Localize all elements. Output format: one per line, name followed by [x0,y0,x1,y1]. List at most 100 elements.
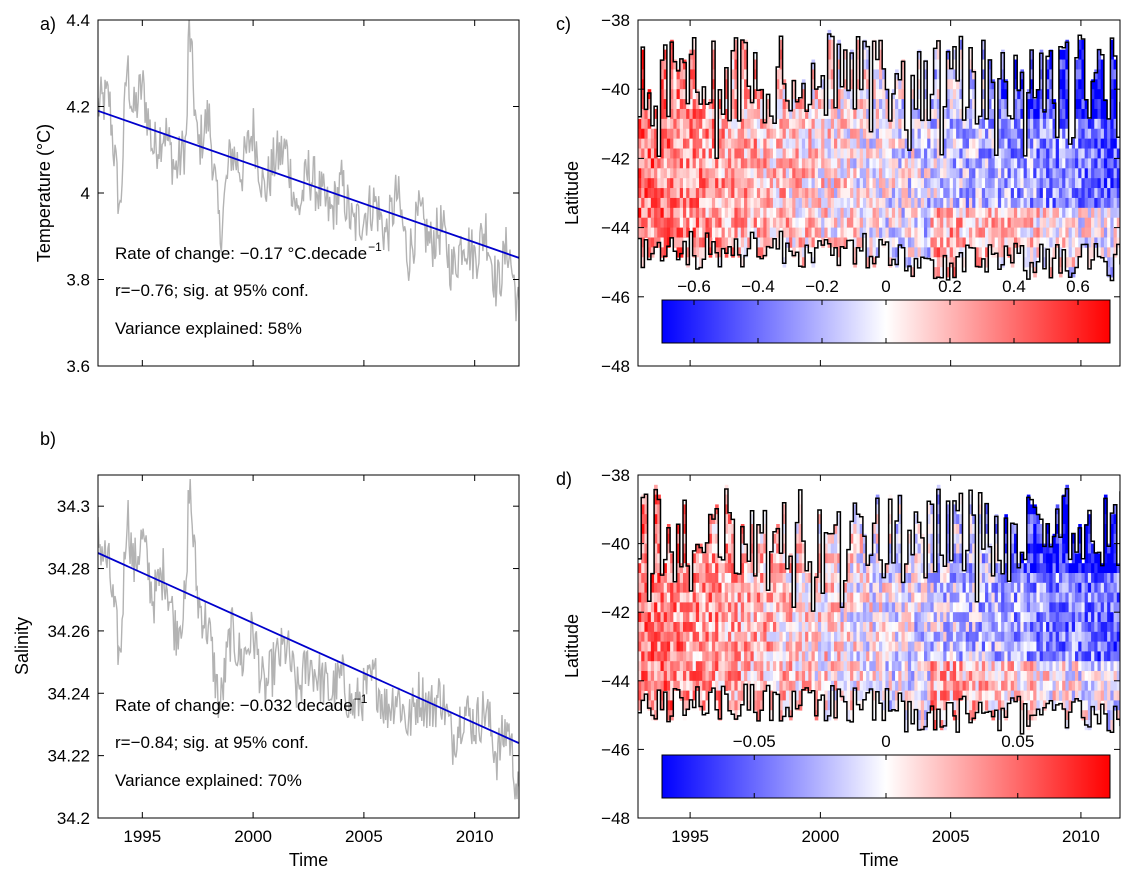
heatmap-cell [663,89,668,100]
heatmap-cell [917,79,922,90]
heatmap-cell [1100,69,1105,80]
heatmap-cell [923,661,928,672]
heatmap-cell [789,710,793,721]
heatmap-cell [769,168,774,179]
heatmap-cell [997,178,1002,189]
heatmap-cell [965,631,970,642]
heatmap-cell [673,128,677,140]
heatmap-cell [1058,148,1063,159]
heatmap-cell [1013,641,1018,652]
heatmap-cell [965,680,970,691]
heatmap-cell [1020,671,1024,682]
heatmap-cell [763,661,767,672]
heatmap-cell [679,227,684,238]
heatmap-cell [647,148,652,159]
heatmap-cell [682,128,687,140]
heatmap-cell [1033,524,1037,535]
heatmap-cell [872,553,877,564]
heatmap-cell [991,207,996,219]
heatmap-cell [747,138,751,149]
heatmap-cell [907,197,912,209]
heatmap-cell [727,661,732,672]
heatmap-cell [715,651,719,662]
heatmap-cell [782,543,787,554]
heatmap-cell [1046,237,1050,248]
heatmap-cell [1062,148,1066,159]
heatmap-cell [943,641,947,652]
heatmap-cell [785,99,790,110]
heatmap-cell [988,89,992,100]
heatmap-cell [1010,563,1015,574]
heatmap-cell [879,59,883,70]
heatmap-cell [1046,59,1050,70]
heatmap-cell [882,592,886,603]
heatmap-cell [760,612,764,623]
heatmap-cell [1116,227,1120,238]
heatmap-cell [740,592,745,603]
heatmap-cell [853,612,857,623]
heatmap-cell [975,690,980,701]
heatmap-cell [660,188,665,199]
heatmap-cell [676,543,681,554]
heatmap-cell [885,592,890,603]
heatmap-cell [930,573,935,584]
heatmap-cell [917,592,922,603]
heatmap-cell [660,582,665,593]
heatmap-cell [946,533,951,544]
heatmap-cell [753,49,758,60]
heatmap-cell [1097,247,1102,258]
heatmap-cell [911,217,915,228]
heatmap-cell [699,197,703,209]
heatmap-cell [997,582,1002,593]
heatmap-cell [654,188,658,199]
heatmap-cell [1113,197,1118,209]
heatmap-cell [952,504,957,515]
heatmap-cell [654,217,658,228]
heatmap-cell [756,553,761,564]
heatmap-cell [695,207,700,219]
heatmap-cell [895,690,899,701]
heatmap-cell [834,582,838,593]
heatmap-cell [660,602,665,613]
heatmap-cell [663,49,668,60]
heatmap-cell [772,680,777,691]
heatmap-cell [1100,227,1105,238]
heatmap-cell [968,168,973,179]
heatmap-cell [981,148,986,159]
panel-letter: a) [40,14,56,34]
heatmap-cell [866,138,870,149]
heatmap-cell [901,59,906,70]
heatmap-cell [994,582,999,593]
heatmap-cell [760,680,764,691]
heatmap-cell [975,602,980,613]
heatmap-cell [808,592,812,603]
heatmap-cell [920,671,925,682]
heatmap-cell [654,543,658,554]
heatmap-cell [763,563,767,574]
heatmap-cell [641,89,645,100]
heatmap-cell [1004,178,1008,189]
heatmap-cell [911,700,915,711]
heatmap-cell [1100,89,1105,100]
heatmap-cell [959,543,963,554]
heatmap-cell [798,128,803,140]
heatmap-cell [965,227,970,238]
heatmap-cell [872,188,877,199]
heatmap-cell [956,148,960,159]
heatmap-cell [753,631,758,642]
heatmap-cell [1062,118,1066,130]
heatmap-cell [1017,641,1021,652]
heatmap-cell [949,680,954,691]
heatmap-cell [1020,99,1024,110]
heatmap-cell [895,148,899,159]
heatmap-cell [1036,217,1041,228]
heatmap-cell [956,651,960,662]
heatmap-cell [1068,267,1073,278]
heatmap-cell [779,641,783,652]
heatmap-cell [731,217,735,228]
heatmap-cell [1087,148,1092,159]
heatmap-cell [914,573,918,584]
heatmap-cell [885,622,890,633]
heatmap-cell [766,128,771,140]
heatmap-cell [988,128,992,140]
